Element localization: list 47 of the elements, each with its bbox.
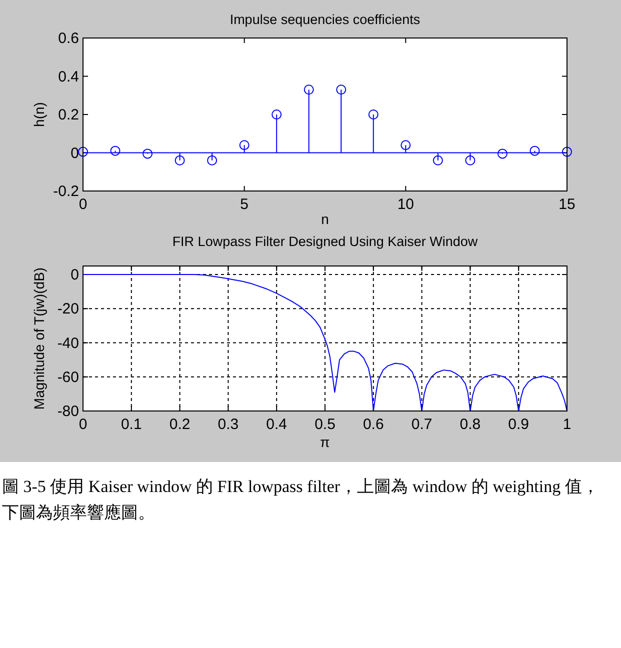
x-tick-label: 10 [397,196,414,213]
point [432,155,443,166]
y-tick-label: -40 [57,334,79,352]
x-tick-label: 0.4 [266,416,288,433]
point [174,155,185,166]
point [239,140,250,150]
y-tick-label: 0.6 [58,30,79,47]
point [78,146,88,157]
y-tick-label: 0.4 [58,68,79,86]
chart-title: Impulse sequencies coefficients [230,12,420,27]
y-axis-title: h(n) [31,102,47,127]
point [110,146,120,156]
y-tick-label: 0 [70,144,79,162]
point [142,148,153,159]
y-tick-label: 0 [70,266,79,284]
y-tick-label: -20 [57,300,79,318]
point [497,148,508,159]
y-tick-label: -0.2 [53,183,79,200]
x-tick-label: 0.6 [362,416,384,433]
caption: 圖 3-5 使用 Kaiser window 的 FIR lowpass filter，上圖為 window 的 weighting 值，下圖為頻率響應圖。 [2,476,600,524]
x-axis-title: n [321,211,329,227]
x-tick-label: 0.7 [411,416,432,433]
x-tick-label: 5 [240,196,249,213]
point [530,146,540,156]
point [562,146,572,157]
point [336,84,346,95]
point [368,110,378,120]
x-tick-label: 0.9 [508,416,530,433]
point [304,84,314,95]
x-tick-label: 1 [562,416,572,433]
point [400,140,411,150]
x-tick-label: 0.5 [314,416,336,433]
x-tick-label: 15 [558,196,576,213]
y-tick-label: -80 [57,403,79,420]
point [272,110,282,120]
x-axis-title: π [320,434,330,450]
y-tick-label: 0.2 [58,106,79,124]
y-tick-label: -60 [57,368,79,386]
point [207,155,218,166]
x-tick-label: 0.2 [169,416,190,433]
x-tick-label: 0.3 [218,416,239,433]
x-tick-label: 0.1 [120,416,142,433]
y-axis-title: Magnitude of T(jw)(dB) [31,267,47,410]
line-series [82,274,568,412]
point [465,155,476,166]
chart-title: FIR Lowpass Filter Designed Using Kaiser Window [172,234,478,249]
x-tick-label: 0.8 [460,416,481,433]
